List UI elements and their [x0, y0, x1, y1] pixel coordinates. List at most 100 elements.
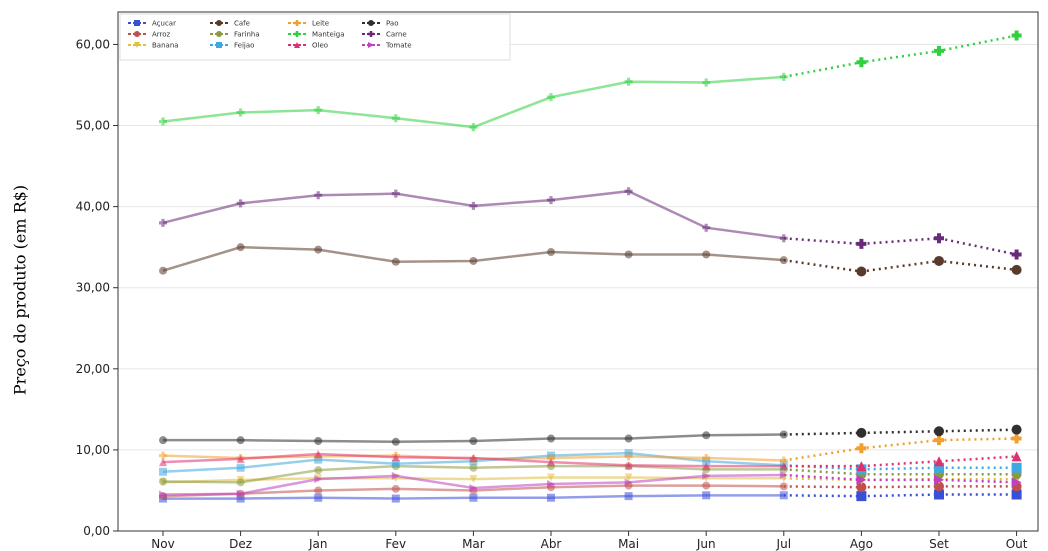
data-point	[856, 57, 867, 68]
data-point	[236, 494, 245, 503]
legend-label: Farinha	[234, 31, 260, 39]
data-point	[702, 462, 711, 471]
series-manteiga	[159, 30, 1022, 132]
x-tick-label: Mai	[618, 537, 639, 551]
data-point	[1011, 264, 1022, 275]
data-point	[779, 491, 788, 500]
legend-label: Arroz	[152, 31, 171, 39]
legend-item: Pao	[362, 20, 398, 28]
y-tick-label: 30,00	[76, 281, 110, 295]
y-axis-label-text: Preço do produto (em R$)	[10, 184, 30, 396]
data-point	[624, 461, 633, 470]
x-tick-label: Ago	[850, 537, 873, 551]
data-point	[624, 77, 633, 86]
y-tick-label: 40,00	[76, 200, 110, 214]
data-point	[856, 461, 867, 472]
legend-item: Cafe	[210, 20, 250, 28]
legend-item: Oleo	[288, 42, 328, 50]
data-point	[1011, 30, 1022, 41]
data-point	[856, 474, 867, 485]
data-point	[469, 484, 478, 493]
data-point	[159, 467, 167, 476]
data-point	[314, 191, 323, 200]
legend-marker	[294, 42, 300, 48]
data-point	[547, 473, 555, 482]
data-point	[934, 45, 944, 56]
data-point	[1011, 433, 1022, 444]
series-forecast-line	[783, 485, 1017, 489]
legend-item: Tomate	[362, 42, 412, 50]
legend: Açucar Arroz Banana Cafe Farinha Feijao Leite M…	[119, 13, 511, 61]
legend-box	[119, 13, 511, 61]
data-point	[469, 123, 478, 132]
data-point	[159, 458, 167, 467]
plot-border	[117, 11, 1039, 532]
data-point	[934, 435, 944, 446]
plot-frame	[117, 11, 1039, 532]
x-tick-label: Set	[929, 537, 949, 551]
y-tick-label: 20,00	[76, 362, 110, 376]
data-point	[779, 72, 788, 81]
data-point	[391, 453, 400, 462]
data-point	[391, 459, 400, 468]
data-point	[236, 436, 245, 445]
legend-marker	[368, 42, 374, 48]
data-point	[547, 454, 555, 463]
data-point	[934, 255, 944, 266]
data-point	[856, 491, 867, 502]
data-point	[314, 493, 323, 502]
series-forecast-line	[783, 477, 1017, 482]
series-cafe	[159, 243, 1022, 277]
data-point	[547, 458, 555, 467]
series-layer	[159, 30, 1022, 503]
legend-label: Carne	[386, 31, 407, 39]
legend-label: Cafe	[234, 20, 250, 28]
data-point	[702, 454, 711, 463]
legend-marker	[134, 42, 140, 48]
data-point	[469, 463, 478, 472]
y-tick-label: 10,00	[76, 443, 110, 457]
series-pao	[159, 424, 1022, 446]
data-point	[391, 494, 400, 503]
legend-marker	[216, 20, 222, 26]
legend-label: Oleo	[312, 42, 328, 50]
data-point	[702, 78, 711, 87]
data-point	[314, 106, 323, 115]
data-point	[934, 456, 944, 467]
legend-label: Leite	[312, 20, 329, 28]
data-point	[856, 482, 867, 493]
data-point	[469, 454, 478, 463]
legend-marker	[294, 20, 300, 26]
data-point	[624, 452, 633, 461]
data-point	[779, 456, 788, 465]
legend-marker	[134, 20, 140, 26]
data-point	[469, 493, 478, 502]
data-point	[391, 484, 400, 493]
data-point	[624, 250, 633, 259]
x-tick-label: Out	[1006, 537, 1028, 551]
data-point	[314, 449, 323, 458]
data-point	[159, 490, 167, 499]
data-point	[934, 462, 944, 473]
data-point	[391, 257, 400, 266]
data-point	[236, 454, 245, 463]
data-point	[236, 243, 245, 252]
data-point	[624, 492, 633, 501]
legend-label: Açucar	[152, 20, 176, 28]
data-point	[702, 471, 711, 480]
legend-marker	[216, 31, 222, 37]
data-point	[856, 443, 867, 454]
legend-item: Banana	[128, 42, 179, 50]
series-line	[162, 75, 784, 129]
data-point	[934, 481, 944, 492]
data-point	[159, 117, 167, 126]
data-point	[159, 477, 167, 486]
data-point	[391, 114, 400, 123]
data-point	[469, 436, 478, 445]
series-line	[162, 189, 784, 240]
legend-item: Manteiga	[288, 31, 345, 39]
data-point	[1011, 424, 1022, 435]
series-forecast-line	[783, 428, 1017, 436]
data-point	[236, 463, 245, 472]
